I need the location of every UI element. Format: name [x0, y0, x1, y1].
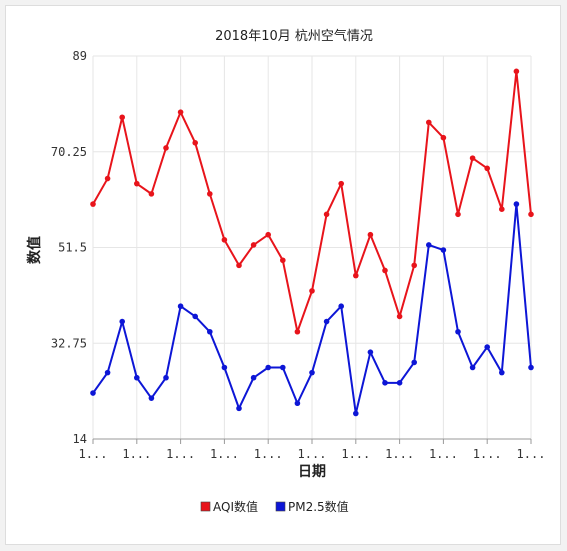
data-point: [426, 242, 432, 248]
data-point: [528, 211, 534, 218]
data-point: [396, 380, 403, 386]
data-point: [411, 359, 418, 366]
legend: AQI数值 PM2.5数值: [200, 499, 349, 514]
y-tick-label: 14: [73, 432, 87, 446]
data-point: [513, 201, 520, 207]
data-point: [192, 140, 198, 146]
data-point: [221, 237, 228, 243]
data-point: [280, 257, 286, 264]
data-point: [455, 328, 461, 335]
chart-title: 2018年10月 杭州空气情况: [215, 28, 373, 44]
legend-swatch: [200, 501, 211, 512]
data-point: [440, 134, 447, 141]
data-point: [163, 374, 169, 381]
data-point: [134, 374, 140, 381]
x-tick-label: 1...: [517, 447, 546, 461]
y-tick-label: 32.75: [51, 336, 87, 350]
data-point: [207, 191, 213, 197]
data-point: [469, 155, 476, 161]
y-axis-ticks: 14 32.75 51.5 70.25 89: [51, 49, 87, 446]
x-axis-ticks: 1... 1... 1... 1... 1... 1... 1... 1... 1... 1...…: [79, 439, 546, 461]
data-point: [484, 344, 491, 350]
data-point: [440, 247, 447, 253]
legend-label: AQI数值: [213, 499, 258, 514]
data-point: [513, 68, 520, 75]
y-tick-label: 51.5: [58, 241, 87, 255]
data-point: [192, 313, 198, 320]
data-point: [177, 303, 184, 310]
data-point: [499, 206, 505, 212]
x-tick-label: 1...: [79, 447, 108, 461]
data-point: [134, 180, 140, 187]
data-point: [455, 211, 461, 218]
data-point: [104, 175, 111, 182]
data-point: [309, 288, 315, 294]
x-tick-label: 1...: [122, 447, 151, 461]
x-axis-title: 日期: [298, 464, 326, 480]
x-tick-label: 1...: [385, 447, 414, 461]
data-point: [382, 380, 388, 386]
data-point: [499, 369, 505, 376]
data-point: [265, 231, 272, 238]
x-tick-label: 1...: [166, 447, 195, 461]
data-point: [236, 405, 242, 412]
data-point: [148, 395, 155, 401]
data-point: [367, 231, 374, 238]
data-point: [236, 262, 242, 269]
data-point: [323, 318, 330, 325]
legend-label: PM2.5数值: [288, 499, 349, 514]
data-point: [294, 328, 301, 335]
data-point: [163, 145, 169, 151]
data-point: [426, 119, 432, 126]
y-tick-label: 70.25: [51, 145, 87, 159]
chart-card: 2018年10月 杭州空气情况 14 32.75 51.5 70.25 89 1... 1…: [5, 5, 561, 545]
x-tick-label: 1...: [298, 447, 327, 461]
data-point: [323, 211, 330, 218]
data-point: [396, 313, 403, 320]
data-point: [177, 109, 184, 115]
y-axis-title: 数值: [26, 236, 43, 264]
data-point: [250, 242, 257, 248]
data-point: [469, 364, 476, 371]
data-point: [90, 201, 96, 207]
data-point: [367, 349, 374, 355]
data-point: [484, 165, 491, 172]
x-tick-label: 1...: [341, 447, 370, 461]
data-point: [382, 267, 388, 274]
data-point: [528, 364, 534, 371]
series-layer: [90, 68, 534, 417]
data-point: [338, 180, 345, 187]
data-point: [411, 262, 418, 269]
legend-swatch: [275, 501, 286, 512]
data-point: [353, 272, 359, 279]
data-point: [221, 364, 228, 371]
data-point: [104, 369, 111, 376]
x-tick-label: 1...: [429, 447, 458, 461]
x-tick-label: 1...: [254, 447, 283, 461]
data-point: [148, 191, 155, 197]
data-point: [280, 364, 286, 371]
data-point: [309, 369, 315, 376]
x-tick-label: 1...: [473, 447, 502, 461]
data-point: [338, 303, 345, 310]
data-point: [90, 390, 96, 396]
data-point: [119, 318, 125, 325]
data-point: [353, 410, 359, 417]
data-point: [119, 114, 125, 121]
data-point: [294, 400, 301, 407]
data-point: [207, 328, 213, 335]
y-tick-label: 89: [73, 49, 87, 63]
data-point: [250, 374, 257, 381]
data-point: [265, 364, 272, 371]
x-tick-label: 1...: [210, 447, 239, 461]
grid: [92, 55, 532, 440]
